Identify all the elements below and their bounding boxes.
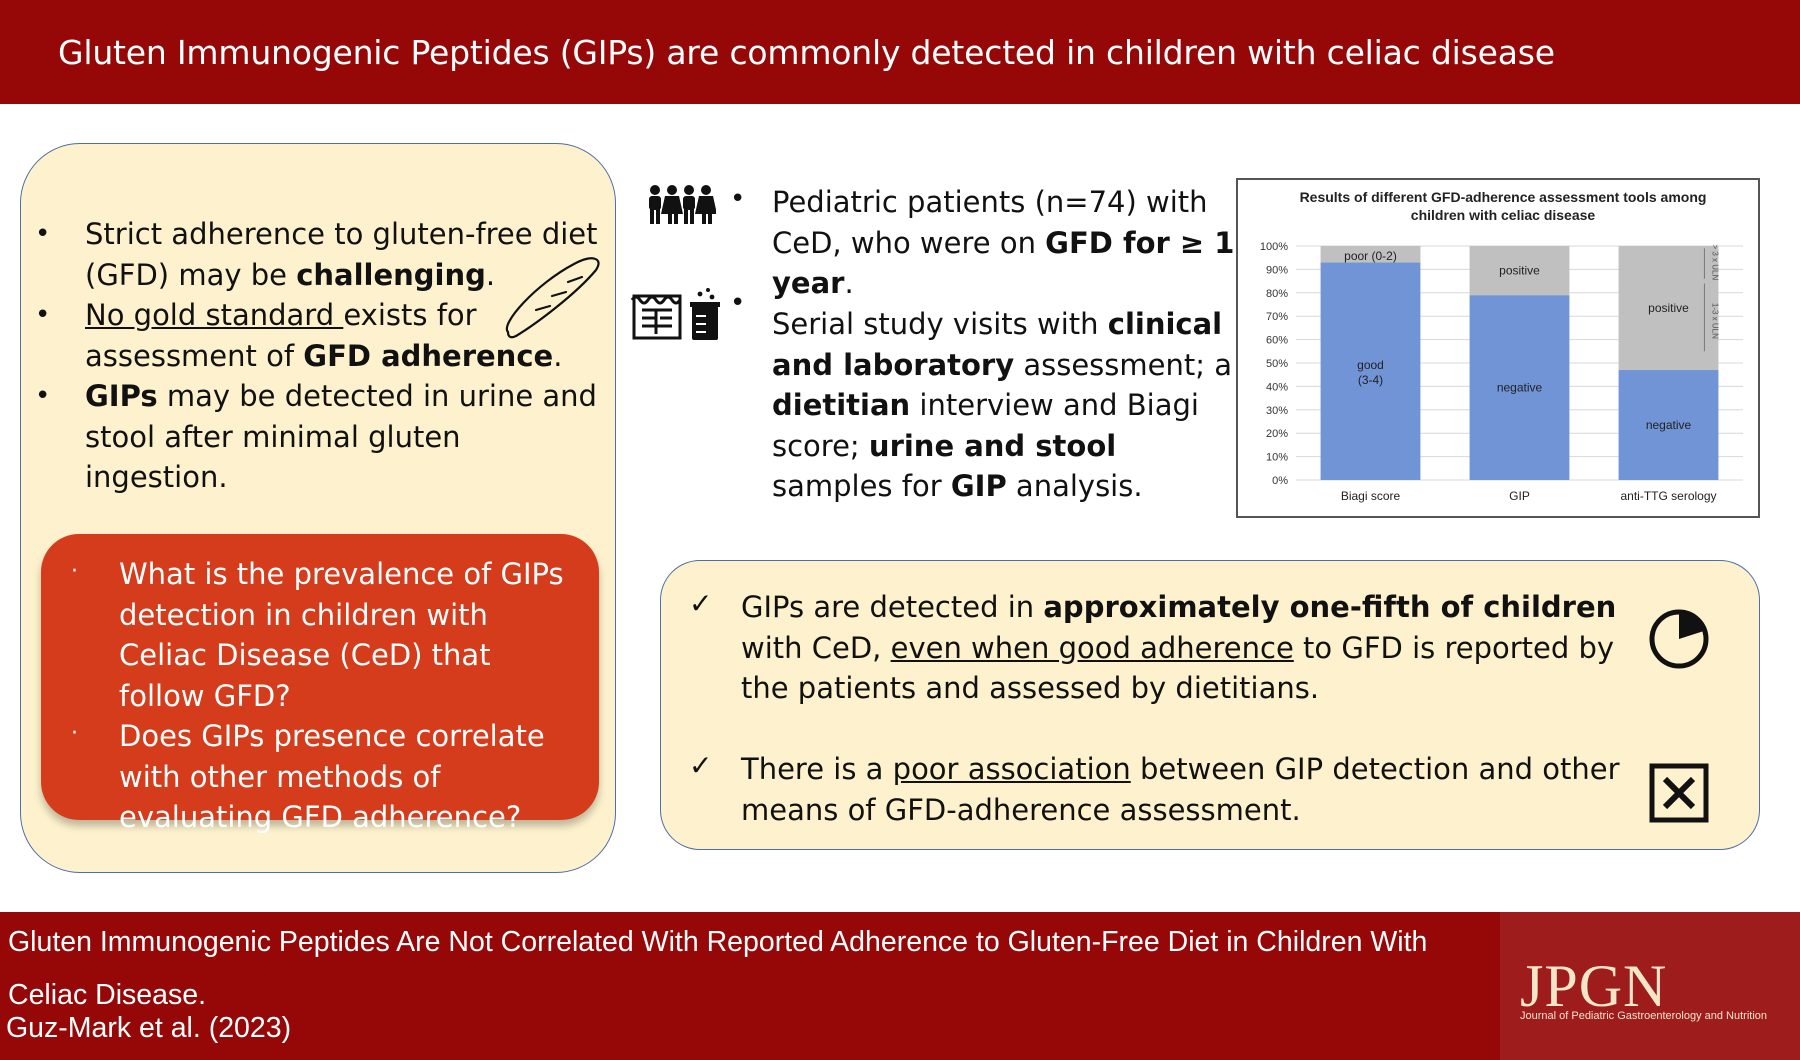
finding-text: GIPs are detected in approximately one-f… (741, 587, 1621, 709)
y-tick-label: 80% (1266, 288, 1288, 300)
finding-span: GIPs are detected in (741, 590, 1044, 624)
checkmark-icon: ✓ (689, 587, 713, 620)
finding-span: between GIP detection and other means of… (741, 752, 1620, 827)
bar-segment (1469, 246, 1570, 296)
finding-text: There is a poor association between GIP … (741, 749, 1621, 830)
bullet-text: . (485, 257, 496, 292)
category-label: GIP (1509, 489, 1530, 503)
bar-segment (1618, 370, 1719, 480)
data-label: positive (1499, 264, 1540, 278)
method-bold: clinical and laboratory (772, 307, 1223, 382)
y-tick-label: 100% (1260, 241, 1288, 253)
finding-span: to GFD is reported by the patients and a… (741, 630, 1615, 706)
x-box-icon (1649, 763, 1709, 823)
method-text: Serial study visits with (772, 307, 1108, 341)
question-text: What is the prevalence of GIPs detection… (119, 557, 564, 713)
bar-segment (1320, 262, 1421, 480)
bread-icon (505, 257, 600, 339)
citation: Guz-Mark et al. (2023) (6, 1012, 292, 1044)
bullet-text: . (553, 338, 563, 373)
bullet-bold: challenging (296, 257, 486, 292)
header-banner: Gluten Immunogenic Peptides (GIPs) are c… (0, 0, 1800, 104)
method-bold: GIP (950, 469, 1007, 503)
data-label: good (1357, 358, 1384, 372)
data-label: negative (1497, 381, 1543, 395)
side-label: > 3 x ULN (1710, 244, 1719, 280)
y-tick-label: 90% (1266, 264, 1288, 276)
background-item: • GIPs may be detected in urine and stoo… (21, 376, 601, 498)
checkmark-icon: ✓ (689, 749, 713, 782)
question-item: · What is the prevalence of GIPs detectio… (41, 554, 599, 716)
finding-underline: poor association (892, 752, 1131, 786)
side-label: 1-3 x ULN (1710, 303, 1719, 339)
stacked-bar-chart: Results of different GFD-adherence asses… (1260, 189, 1743, 503)
method-item: Serial study visits with clinical and la… (772, 304, 1242, 507)
category-label: Biagi score (1341, 489, 1401, 503)
bullet-bold: GIPs (85, 379, 158, 413)
method-text: analysis. (1006, 469, 1143, 503)
finding-span: There is a (741, 752, 893, 786)
y-tick-label: 70% (1266, 311, 1288, 323)
category-label: anti-TTG serology (1620, 489, 1716, 503)
bullet-text: Strict adherence to gluten-free diet (GF… (85, 217, 598, 292)
background-list: • Strict adherence to gluten-free diet (… (21, 214, 601, 498)
y-tick-label: 50% (1266, 358, 1288, 370)
footer-banner: Gluten Immunogenic Peptides Are Not Corr… (0, 912, 1800, 1060)
logo-text: JPGN (1520, 953, 1668, 1019)
bullet-text: exists for assessment of (85, 298, 477, 373)
bar-segment (1618, 246, 1719, 371)
paper-title: Gluten Immunogenic Peptides Are Not Corr… (8, 926, 1428, 1011)
finding-underline: even when good adherence (890, 630, 1294, 665)
bullet-icon: • (730, 288, 746, 318)
logo-subtitle: Journal of Pediatric Gastroenterology an… (1520, 1010, 1768, 1022)
bullet-icon: • (35, 300, 51, 330)
bullet-text: may be detected in urine and stool after… (85, 379, 597, 494)
bullet-underline: No gold standard (85, 298, 344, 332)
research-questions-box: · What is the prevalence of GIPs detectio… (41, 534, 599, 834)
method-text: . (844, 266, 854, 300)
y-tick-label: 20% (1266, 428, 1288, 440)
data-label: negative (1646, 418, 1692, 432)
page-title: Gluten Immunogenic Peptides (GIPs) are c… (58, 32, 1555, 72)
people-group-icon (649, 185, 716, 224)
background-panel: • Strict adherence to gluten-free diet (… (20, 143, 616, 873)
finding-bold: approximately one-fifth of children (1043, 590, 1617, 624)
bullet-icon: • (730, 184, 746, 214)
lab-clipboard-icon (630, 288, 720, 340)
bullet-icon: · (71, 721, 78, 746)
method-text: Pediatric patients (n=74) with CeD, who … (772, 185, 1208, 260)
y-tick-label: 40% (1266, 381, 1288, 393)
question-item: · Does GIPs presence correlate with other… (41, 716, 599, 838)
method-bold: urine and stool (868, 428, 1117, 463)
data-label: poor (0-2) (1344, 249, 1397, 263)
method-bold: dietitian (772, 388, 911, 422)
bullet-icon: • (35, 219, 51, 249)
method-text: samples for (772, 469, 951, 503)
bullet-icon: • (35, 381, 51, 411)
y-tick-label: 10% (1266, 452, 1288, 464)
bar-segment (1469, 295, 1570, 480)
background-item: • Strict adherence to gluten-free diet (… (21, 214, 601, 295)
bullet-icon: · (71, 559, 78, 584)
question-text: Does GIPs presence correlate with other … (119, 719, 545, 834)
bullet-bold: GFD adherence (303, 338, 554, 373)
findings-panel: ✓ GIPs are detected in approximately one… (660, 560, 1760, 850)
chart-title: children with celiac disease (1411, 207, 1596, 223)
y-tick-label: 60% (1266, 335, 1288, 347)
finding-span: with CeD, (741, 630, 891, 665)
method-text: assessment; a (1014, 347, 1232, 382)
data-label: (3-4) (1358, 373, 1383, 387)
y-tick-label: 0% (1272, 475, 1288, 487)
journal-logo: JPGN Journal of Pediatric Gastroenterolo… (1500, 912, 1800, 1060)
background-item: • No gold standard exists for assessment… (21, 295, 601, 376)
method-item: Pediatric patients (n=74) with CeD, who … (772, 182, 1242, 304)
data-label: positive (1648, 301, 1689, 315)
results-chart: Results of different GFD-adherence asses… (1236, 178, 1760, 518)
chart-title: Results of different GFD-adherence asses… (1300, 189, 1707, 205)
y-tick-label: 30% (1266, 405, 1288, 417)
method-bold: GFD for ≥ 1 year (772, 225, 1235, 301)
bar-segment (1320, 246, 1421, 263)
method-text: interview and Biagi score; (772, 388, 1199, 463)
pie-chart-icon (1649, 609, 1709, 669)
